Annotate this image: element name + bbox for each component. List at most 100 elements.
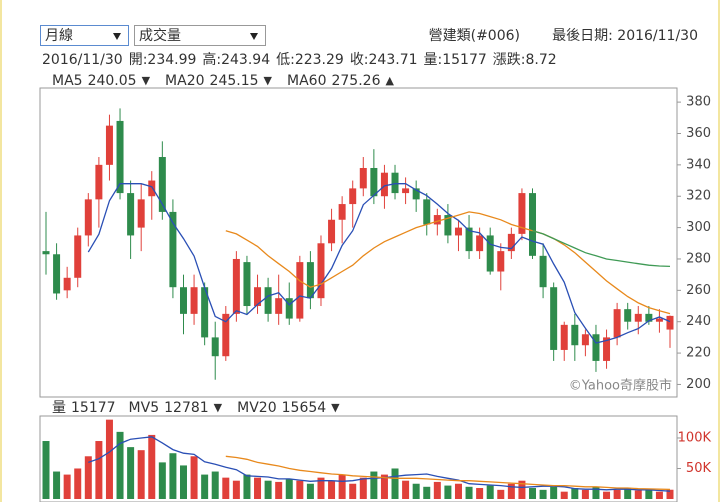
candle-body [391, 172, 399, 194]
volume-bar [148, 434, 156, 499]
candle-body [613, 309, 621, 338]
candle-body [645, 313, 653, 322]
volume-bar [645, 489, 653, 499]
candle-body [539, 255, 547, 288]
volume-bar [254, 477, 262, 499]
volume-bar [179, 465, 187, 499]
candle-body [243, 262, 251, 307]
volume-bar [264, 480, 272, 499]
candle-body [433, 215, 441, 225]
watermark: ©Yahoo奇摩股市 [569, 378, 672, 394]
legend-text: 15654 [282, 400, 327, 416]
candle-body [624, 309, 632, 322]
volume-bar [84, 456, 92, 499]
legend-text: 12781 [164, 400, 209, 416]
candle-body [666, 315, 674, 330]
volume-bar [560, 491, 568, 499]
candle-body [412, 188, 420, 200]
candle-body [95, 164, 103, 200]
y-tick-label: 100K [678, 430, 712, 445]
legend-text: 240.05 [88, 73, 137, 89]
candle-body [42, 251, 50, 255]
volume-bar [232, 480, 240, 499]
volume-bar [497, 489, 505, 499]
volume-bar [666, 489, 674, 499]
candle-body [655, 318, 663, 322]
candle-body [581, 334, 589, 346]
candle-body [222, 313, 230, 357]
volume-bar [476, 488, 484, 499]
candle-body [518, 193, 526, 234]
indicator-select[interactable]: 成交量 [134, 25, 266, 46]
candle-body [402, 188, 410, 194]
info-item: 收:243.71 [350, 52, 418, 68]
candle-body [116, 120, 124, 194]
volume-bar [380, 474, 388, 499]
candle-body [370, 167, 378, 197]
volume-bar [655, 491, 663, 499]
candle-body [423, 199, 431, 225]
y-tick-label: 220 [686, 346, 711, 361]
legend-text: MA60 [287, 73, 326, 89]
candle-body [306, 262, 314, 299]
candle-body [137, 199, 145, 228]
volume-bar [243, 474, 251, 499]
y-tick-label: 200 [686, 377, 711, 392]
ma-line [225, 455, 671, 491]
candle-body [254, 287, 262, 307]
candle-body [264, 287, 272, 314]
volume-bar [328, 480, 336, 499]
ma-line [225, 211, 671, 315]
candle-body [179, 287, 187, 314]
candle-body [84, 199, 92, 236]
volume-bar [507, 483, 515, 499]
candle-body [190, 287, 198, 314]
candle-body [634, 313, 642, 322]
candle-body [74, 235, 82, 278]
info-item: 開:234.99 [129, 52, 197, 68]
y-tick-label: 360 [686, 126, 711, 141]
volume-bar [137, 450, 145, 499]
volume-bar [53, 471, 61, 499]
ma-line [532, 230, 671, 268]
legend-text: 245.15 [210, 73, 259, 89]
sector: 營建類(#006) [429, 28, 520, 44]
volume-bar [454, 483, 462, 499]
legend-text: 15177 [71, 400, 116, 416]
volume-bar [349, 483, 357, 499]
candle-body [148, 180, 156, 197]
legend-text: MV5 [129, 400, 160, 416]
volume-bar [412, 483, 420, 499]
y-tick-label: 380 [686, 95, 711, 110]
y-tick-label: 260 [686, 283, 711, 298]
legend-text: 量 [52, 400, 66, 416]
volume-bar [433, 481, 441, 499]
info-item: 量:15177 [424, 52, 487, 68]
candle-body [285, 298, 293, 319]
price-panel [39, 87, 678, 398]
period-select[interactable]: 月線 [40, 25, 129, 46]
candle-body [232, 258, 240, 314]
volume-bar [306, 483, 314, 499]
volume-bar [529, 488, 537, 499]
candle-body [349, 188, 357, 205]
volume-bar [158, 462, 166, 499]
candle-body [127, 193, 135, 236]
candle-body [571, 324, 579, 346]
candle-body [465, 227, 473, 252]
volume-bar [317, 477, 325, 499]
volume-bar [74, 468, 82, 499]
volume-bar [444, 485, 452, 499]
volume-bar [603, 491, 611, 499]
y-tick-label: 280 [686, 251, 711, 266]
y-tick-label: 320 [686, 189, 711, 204]
legend-text: ▼ [331, 401, 340, 414]
legend-text: ▲ [385, 74, 394, 87]
volume-bar [613, 489, 621, 499]
volume-bar [211, 471, 219, 499]
candle-body [444, 215, 452, 236]
legend-text: MA20 [165, 73, 204, 89]
candle-body [105, 125, 113, 165]
